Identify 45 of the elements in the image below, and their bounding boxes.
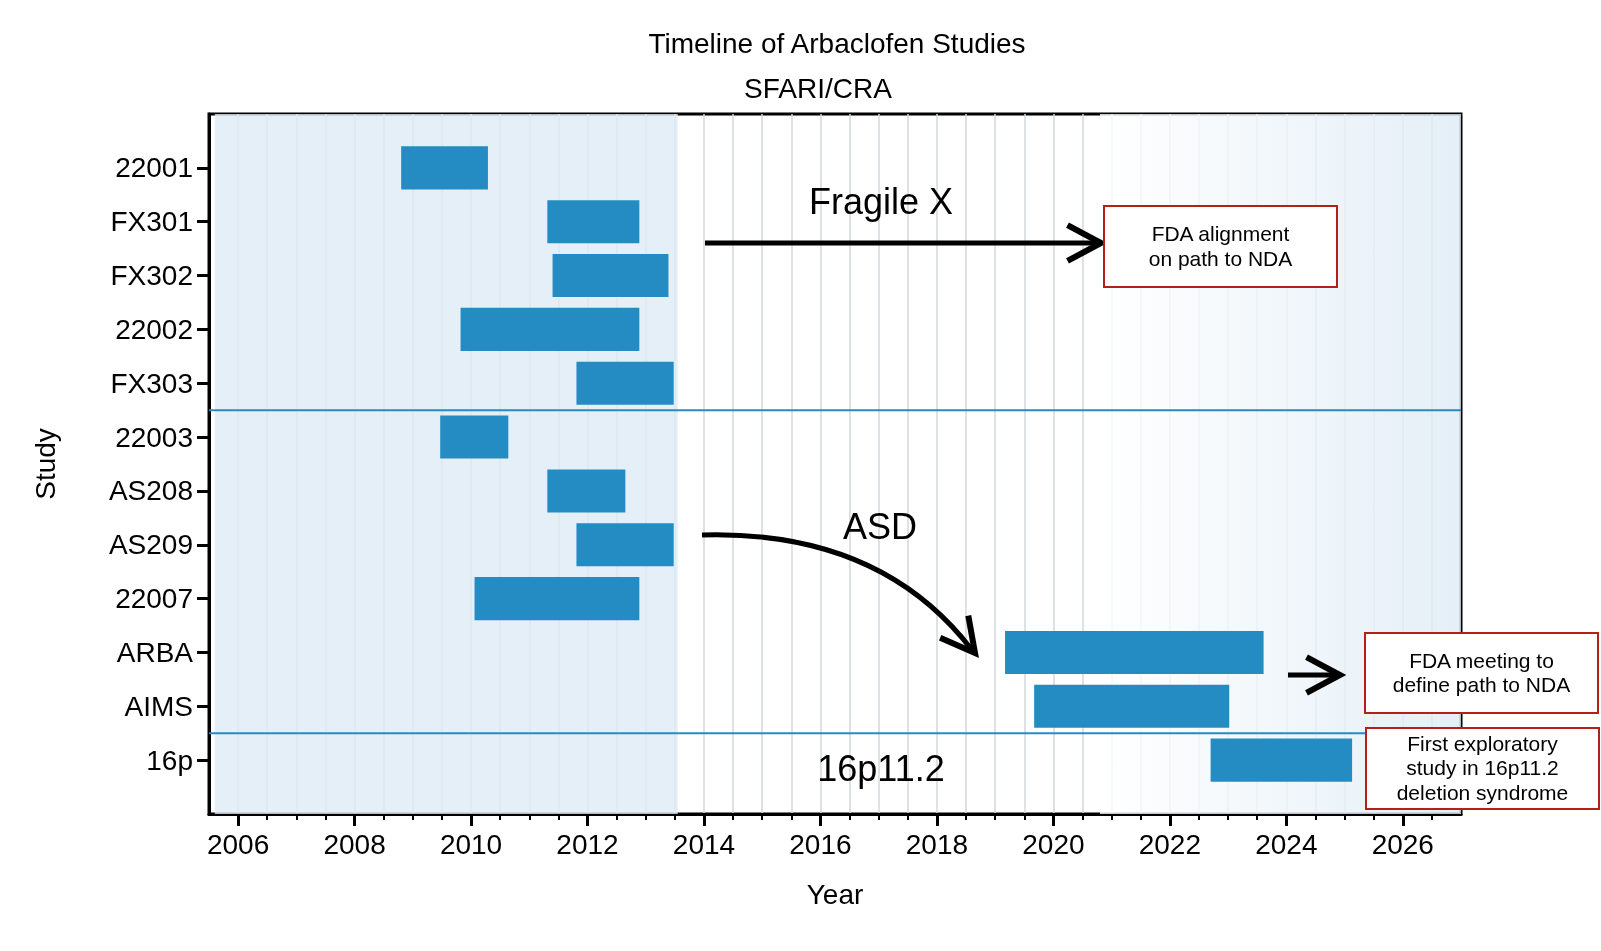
bar (1210, 738, 1353, 782)
callout-box: First exploratory study in 16p11.2 deletion syndrome (1365, 727, 1600, 810)
x-tick-label: 2020 (1022, 828, 1085, 860)
y-tick-label: 22001 (115, 152, 193, 184)
x-tick-label: 2016 (789, 828, 852, 860)
annotation: Fragile X (807, 181, 955, 223)
y-tick-label: 22002 (115, 313, 193, 345)
x-tick-label: 2010 (439, 828, 503, 860)
bar (440, 415, 509, 459)
y-tick-label: 22007 (115, 583, 193, 615)
text: SFARI/CRA (743, 73, 893, 106)
y-tick-label: ARBA (116, 636, 194, 668)
y-tick-label: 16p (146, 744, 193, 776)
x-axis-title: Year (806, 878, 864, 910)
y-tick-label: 22003 (115, 421, 193, 453)
y-tick-label: FX301 (110, 206, 193, 238)
x-tick-label: 2006 (206, 828, 270, 860)
x-tick-label: 2022 (1138, 828, 1201, 860)
bar (547, 200, 640, 244)
bar (547, 469, 626, 513)
y-tick-label: AS209 (108, 529, 193, 561)
chart-title: Timeline of Arbaclofen Studies (648, 27, 1026, 59)
x-tick-label: 2024 (1255, 828, 1318, 860)
bar (552, 254, 669, 298)
y-tick-label: AS208 (108, 475, 193, 507)
bar (576, 523, 674, 567)
bar (1005, 630, 1264, 674)
y-tick-label: FX302 (110, 260, 193, 292)
y-axis-title: Study (29, 428, 61, 500)
bar (1034, 684, 1230, 728)
x-tick-label: 2014 (672, 828, 736, 860)
bar (401, 146, 488, 190)
x-tick-label: 2018 (905, 828, 969, 860)
x-tick-label: 2012 (556, 828, 619, 860)
y-tick-label: AIMS (124, 690, 193, 722)
x-tick-label: 2008 (323, 828, 386, 860)
bar (460, 307, 640, 351)
callout-box: FDA alignment on path to NDA (1103, 205, 1338, 288)
y-tick-label: FX303 (110, 367, 193, 399)
annotation: ASD (842, 506, 918, 548)
annotation: 16p11.2 (816, 748, 946, 790)
bar (576, 361, 674, 405)
bar (474, 577, 640, 621)
x-tick-label: 2026 (1371, 828, 1434, 860)
callout-box: FDA meeting to define path to NDA (1364, 632, 1599, 714)
